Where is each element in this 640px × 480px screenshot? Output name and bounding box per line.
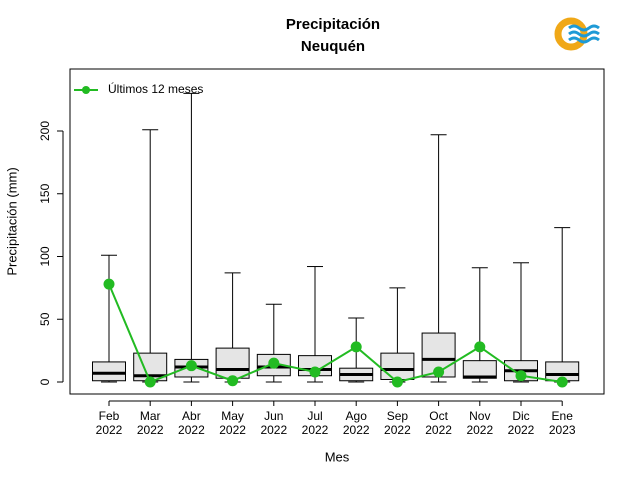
- y-tick-label: 100: [38, 246, 52, 266]
- x-tick-label-year: 2022: [384, 423, 411, 437]
- y-tick-label: 150: [38, 183, 52, 203]
- series-point: [227, 375, 239, 387]
- legend-point: [82, 86, 90, 94]
- x-tick-label-year: 2023: [549, 423, 576, 437]
- x-tick-label-year: 2022: [219, 423, 246, 437]
- x-tick-label-year: 2022: [302, 423, 329, 437]
- x-tick-label-month: Ago: [346, 409, 368, 423]
- series-point: [268, 357, 280, 369]
- series-point: [309, 366, 321, 378]
- x-tick-label-year: 2022: [343, 423, 370, 437]
- logo-wave-2: [568, 30, 600, 38]
- x-tick-label-year: 2022: [466, 423, 493, 437]
- box: [380, 352, 415, 380]
- x-tick-label-month: Oct: [429, 409, 448, 423]
- x-tick-label-year: 2022: [178, 423, 205, 437]
- x-axis-title: Mes: [325, 449, 350, 464]
- x-tick-label-year: 2022: [425, 423, 452, 437]
- series-point: [185, 360, 197, 372]
- series-point: [350, 341, 362, 353]
- x-tick-label-month: Ene: [552, 409, 574, 423]
- weather-service-logo-icon: [554, 17, 600, 51]
- series-point: [391, 376, 403, 388]
- series-point: [144, 376, 156, 388]
- x-tick-label-year: 2022: [96, 423, 123, 437]
- chart-subtitle: Neuquén: [300, 38, 366, 55]
- series-line: [108, 283, 563, 384]
- y-axis-title: Precipitación (mm): [4, 167, 19, 275]
- x-tick-label-year: 2022: [508, 423, 535, 437]
- x-tick-label-month: Feb: [99, 409, 120, 423]
- box: [215, 347, 250, 379]
- x-tick-label-year: 2022: [137, 423, 164, 437]
- series-point: [556, 376, 568, 388]
- x-tick-label-month: May: [221, 409, 244, 423]
- y-tick-label: 0: [38, 378, 52, 385]
- series-point: [474, 341, 486, 353]
- x-tick-label-month: Jul: [307, 409, 322, 423]
- logo-ring: [554, 17, 588, 51]
- series-point: [103, 278, 115, 290]
- box: [92, 361, 126, 382]
- series-point: [433, 366, 445, 378]
- x-tick-label-month: Jun: [264, 409, 283, 423]
- plot-frame: [69, 68, 605, 395]
- x-tick-label-month: Mar: [140, 409, 161, 423]
- x-tick-label-month: Dic: [512, 409, 529, 423]
- logo-wave-1: [568, 24, 600, 32]
- logo-wave-3: [568, 36, 600, 44]
- x-tick-label-month: Abr: [182, 409, 201, 423]
- y-tick-label: 200: [38, 121, 52, 141]
- series-point: [515, 370, 527, 382]
- y-tick-label: 50: [38, 312, 52, 326]
- legend-label: Últimos 12 meses: [108, 81, 203, 96]
- x-tick-label-year: 2022: [260, 423, 287, 437]
- x-tick-label-month: Nov: [469, 409, 490, 423]
- chart-title: Precipitación: [285, 16, 381, 33]
- x-tick-label-month: Sep: [387, 409, 409, 423]
